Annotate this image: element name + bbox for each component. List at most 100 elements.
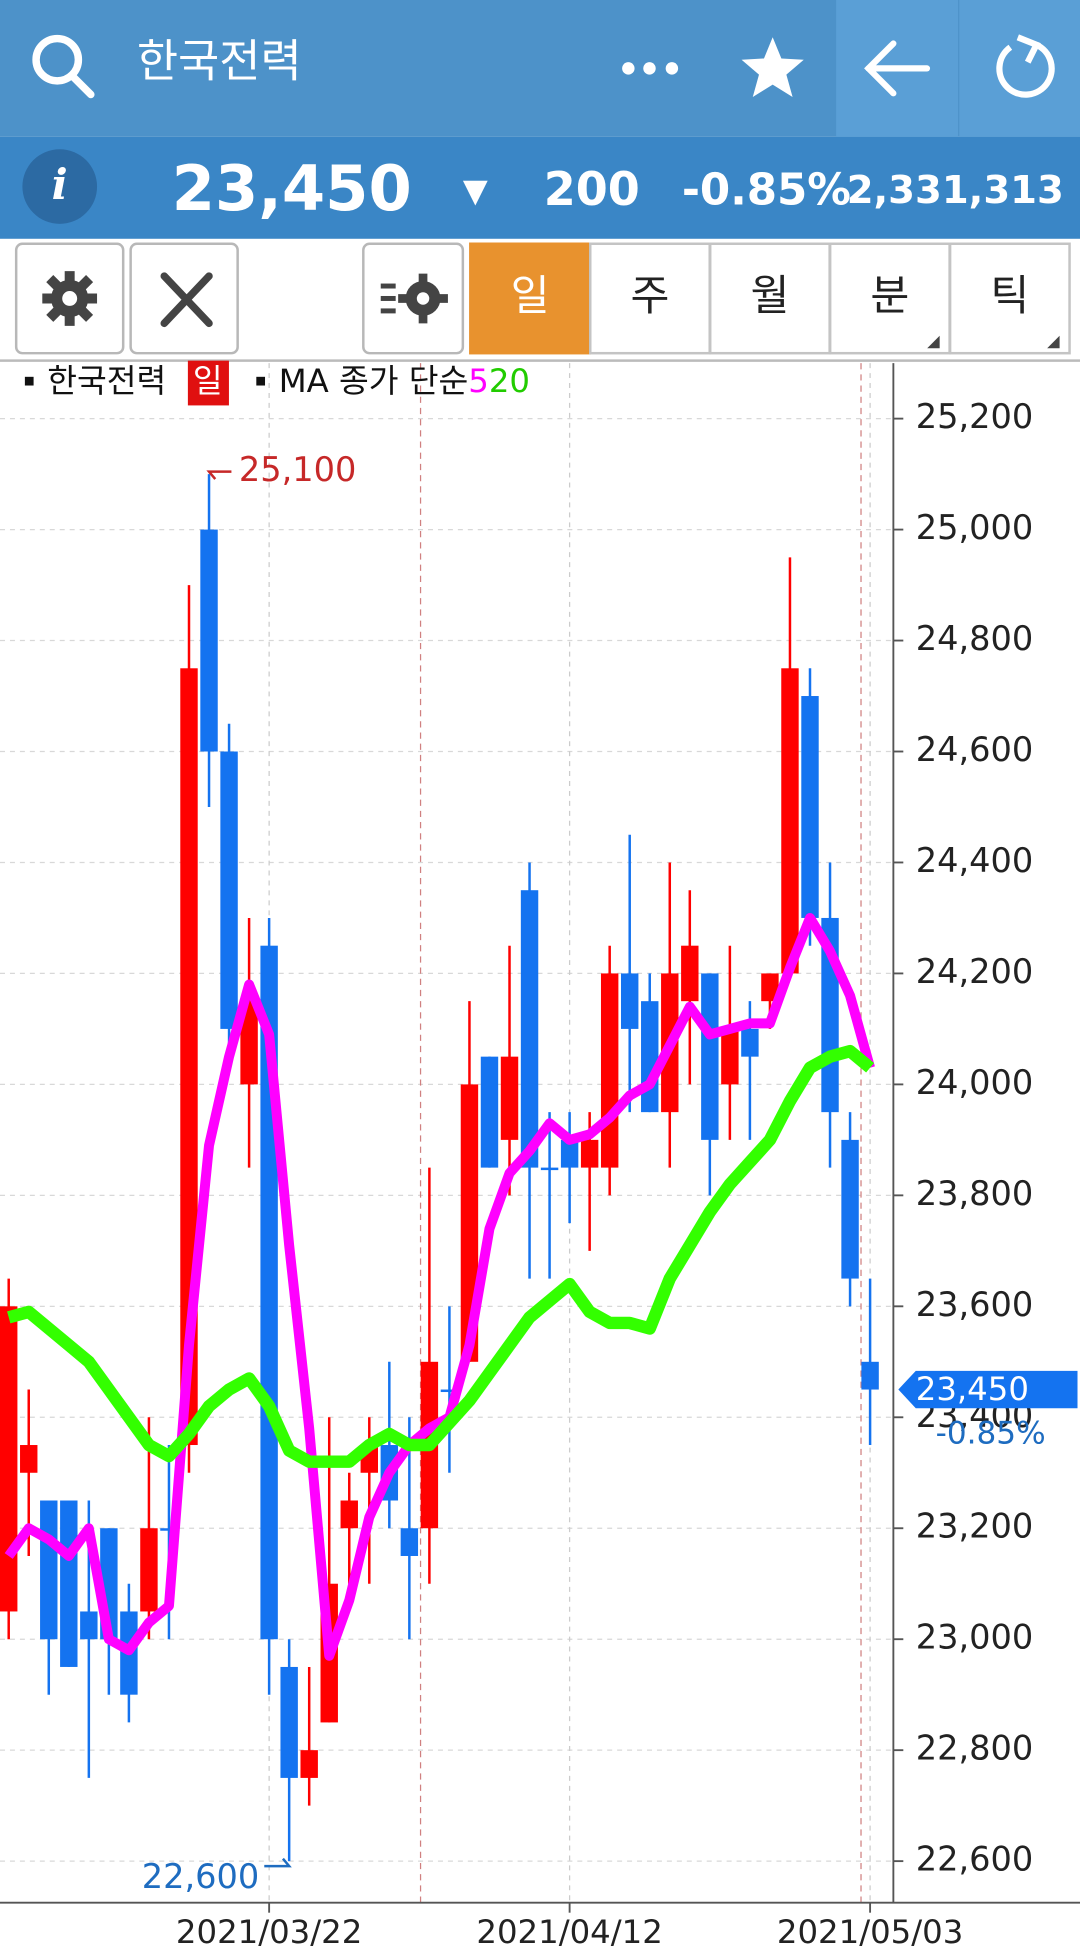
period-tab-label: 일 — [511, 271, 550, 320]
moving-average-line — [7, 1044, 875, 1468]
candle-body — [600, 973, 619, 1168]
x-tick-label: 2021/03/22 — [176, 1913, 362, 1950]
legend-marker — [24, 376, 34, 386]
candle-body — [681, 945, 699, 1002]
candle-body — [560, 1139, 579, 1168]
candle-body — [781, 668, 799, 974]
x-tick-label: 2021/04/12 — [476, 1913, 662, 1950]
period-tab-label: 틱 — [990, 271, 1029, 320]
candle-body — [200, 529, 218, 752]
candle-body — [580, 1139, 599, 1168]
candle-body — [400, 1528, 419, 1556]
y-tick-label: 23,800 — [916, 1174, 1034, 1213]
y-tick-label: 23,200 — [916, 1507, 1034, 1546]
legend-marker — [256, 376, 266, 386]
y-tick-label: 25,000 — [916, 508, 1034, 547]
y-tick-label: 22,600 — [916, 1840, 1034, 1879]
candle-body — [540, 1167, 559, 1171]
candle-body — [140, 1528, 158, 1612]
refresh-icon[interactable] — [996, 34, 1055, 98]
legend-period-box — [187, 360, 229, 406]
y-tick-label: 24,600 — [916, 730, 1034, 769]
high-arrow — [206, 470, 232, 480]
period-tab-label: 분 — [870, 271, 909, 320]
price: 23,450 — [172, 152, 412, 225]
tools-icon — [160, 272, 213, 328]
period-tab[interactable] — [708, 242, 831, 355]
y-tick-label: 24,800 — [916, 619, 1034, 658]
low-arrow — [264, 1857, 292, 1868]
moving-average-line — [4, 912, 875, 1661]
candle-body — [480, 1056, 499, 1168]
y-tick-label: 24,200 — [916, 952, 1034, 991]
legend-ma20: 20 — [489, 362, 530, 400]
high-label: 25,100 — [239, 450, 357, 489]
candle-body — [861, 1361, 879, 1390]
settings-icon — [42, 271, 98, 326]
period-tab[interactable] — [589, 242, 711, 355]
quote-bar — [0, 136, 1080, 239]
legend-ma-text: MA 종가 단순 — [279, 362, 469, 400]
info-icon: i — [52, 159, 68, 209]
candle-body — [801, 696, 819, 918]
period-tab[interactable] — [948, 242, 1071, 355]
candle-body — [40, 1500, 58, 1640]
candle-body — [180, 668, 198, 1446]
candle-body — [440, 1389, 459, 1393]
refresh-button[interactable] — [959, 0, 1080, 137]
last-price-tag — [898, 1370, 1078, 1409]
last-change-label: -0.85% — [936, 1415, 1046, 1451]
more-icon[interactable] — [622, 62, 679, 75]
x-tick-label: 2021/05/03 — [777, 1913, 963, 1950]
tab-dropdown-mark — [1047, 335, 1060, 349]
y-tick-label: 25,200 — [916, 397, 1034, 436]
y-tick-label: 22,800 — [916, 1729, 1034, 1768]
candle-body — [641, 1001, 659, 1113]
legend-period: 일 — [193, 362, 223, 400]
volume: 2,331,313 — [847, 168, 1064, 213]
last-price-label: 23,450 — [916, 1370, 1029, 1408]
legend-ma5: 5 — [468, 362, 489, 400]
candle-body — [520, 890, 539, 1168]
candle-body — [841, 1139, 859, 1279]
period-tab-label: 주 — [631, 271, 670, 320]
chart: 22,60022,80023,00023,20023,40023,60023,8… — [0, 360, 1080, 1950]
search-icon[interactable] — [32, 34, 95, 99]
candle-body — [280, 1666, 298, 1778]
candle-body — [500, 1056, 519, 1140]
indicator-icon — [380, 273, 448, 324]
candle-body — [160, 1528, 178, 1531]
period-tab[interactable] — [828, 242, 951, 355]
y-tick-label: 23,600 — [916, 1285, 1034, 1324]
legend-ma-label: MA 종가 단순520 — [279, 362, 530, 400]
direction: ▼ — [463, 172, 488, 210]
candle-body — [60, 1500, 78, 1667]
change-pct: -0.85% — [682, 166, 851, 216]
candle-body — [761, 973, 779, 1002]
back-icon[interactable] — [864, 40, 931, 97]
candle-body — [240, 1001, 258, 1085]
tab-dropdown-mark — [927, 335, 940, 349]
candle-body — [741, 1028, 759, 1057]
y-tick-label: 24,400 — [916, 841, 1034, 880]
candle-body — [721, 1028, 739, 1085]
header-title: 한국전력 — [137, 35, 302, 88]
candle-body — [0, 1306, 18, 1612]
candle-body — [220, 751, 238, 1029]
period-tab[interactable] — [469, 242, 592, 355]
y-tick-label: 24,000 — [916, 1063, 1034, 1102]
info-button[interactable] — [22, 149, 98, 224]
low-label: 22,600 — [142, 1857, 260, 1896]
candle-body — [300, 1750, 318, 1778]
candle-body — [621, 973, 639, 1029]
candle-body — [80, 1611, 98, 1640]
candle-body — [340, 1500, 358, 1529]
y-tick-label: 23,000 — [916, 1618, 1034, 1657]
candle-body — [20, 1445, 38, 1473]
candle-body — [701, 973, 719, 1140]
favorite-icon[interactable] — [741, 37, 804, 98]
legend-name: 한국전력 — [47, 362, 166, 400]
